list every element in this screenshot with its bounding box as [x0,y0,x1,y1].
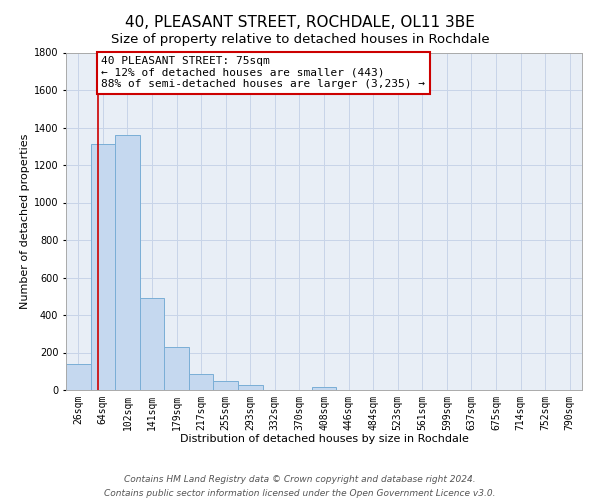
Text: Size of property relative to detached houses in Rochdale: Size of property relative to detached ho… [110,32,490,46]
Bar [164,347,189,390]
Text: Contains HM Land Registry data © Crown copyright and database right 2024.
Contai: Contains HM Land Registry data © Crown c… [104,476,496,498]
Text: 40 PLEASANT STREET: 75sqm
← 12% of detached houses are smaller (443)
88% of semi: 40 PLEASANT STREET: 75sqm ← 12% of detac… [101,56,425,90]
Bar [214,380,238,390]
Bar [312,387,336,390]
Bar [66,364,91,390]
X-axis label: Distribution of detached houses by size in Rochdale: Distribution of detached houses by size … [179,434,469,444]
Bar [91,144,115,390]
Bar [189,374,214,390]
Bar [140,298,164,390]
Bar [115,135,140,390]
Bar [238,385,263,390]
Y-axis label: Number of detached properties: Number of detached properties [20,134,29,309]
Text: 40, PLEASANT STREET, ROCHDALE, OL11 3BE: 40, PLEASANT STREET, ROCHDALE, OL11 3BE [125,15,475,30]
